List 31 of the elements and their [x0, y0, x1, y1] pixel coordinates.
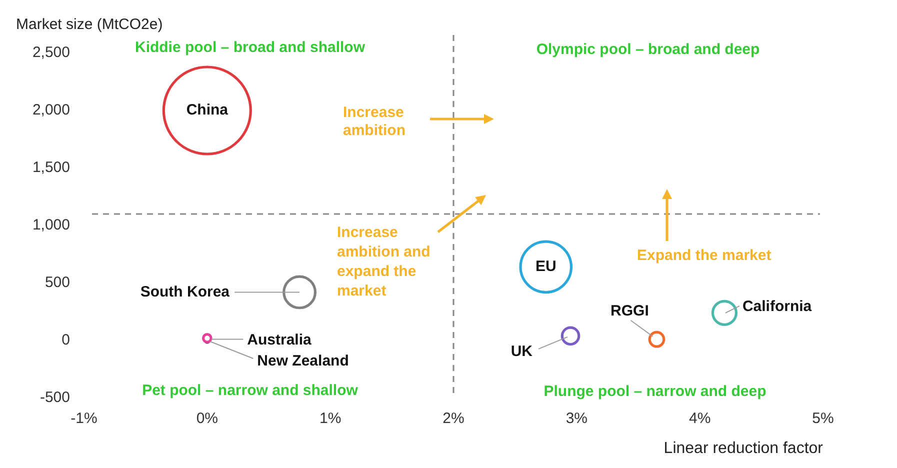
- y-tick-label: -500: [40, 389, 70, 406]
- x-tick-label: 2%: [442, 410, 464, 428]
- annotation: Increase ambition: [343, 104, 406, 140]
- x-tick-label: 0%: [196, 410, 218, 428]
- annotation: Increase ambition and expand the market: [337, 224, 430, 300]
- y-tick-label: 1,500: [32, 159, 70, 176]
- y-tick-label: 2,500: [32, 44, 70, 62]
- y-tick-label: 500: [44, 274, 70, 292]
- text: UK: [510, 343, 533, 360]
- text: South Korea: [140, 283, 230, 300]
- series-label: EU: [535, 258, 556, 276]
- x-tick-label: 3%: [566, 410, 588, 428]
- y-tick-label: 2,000: [32, 102, 70, 119]
- x-axis-title: Linear reduction factor: [664, 440, 824, 457]
- annotation: Kiddie pool – broad and shallow: [134, 39, 366, 56]
- x-tick-label: -1%: [70, 410, 98, 428]
- text: Australia: [247, 331, 312, 348]
- series-label: California: [742, 298, 812, 316]
- x-tick-label: 1%: [319, 410, 342, 428]
- series-label: RGGI: [610, 302, 649, 320]
- x-tick-label: 4%: [688, 410, 711, 428]
- x-tick-label: 5%: [812, 410, 834, 428]
- annotation: Expand the market: [637, 247, 772, 264]
- y-tick-label: 0: [62, 332, 70, 349]
- annotation: Plunge pool – narrow and deep: [544, 383, 766, 400]
- y-tick-label: 1,000: [32, 216, 70, 234]
- series-label: China: [186, 102, 229, 119]
- annotation: Olympic pool – broad and deep: [536, 41, 760, 58]
- y-axis-title: Market size (MtCO2e): [16, 16, 163, 34]
- text: New Zealand: [257, 352, 349, 370]
- annotation: Pet pool – narrow and shallow: [142, 382, 358, 400]
